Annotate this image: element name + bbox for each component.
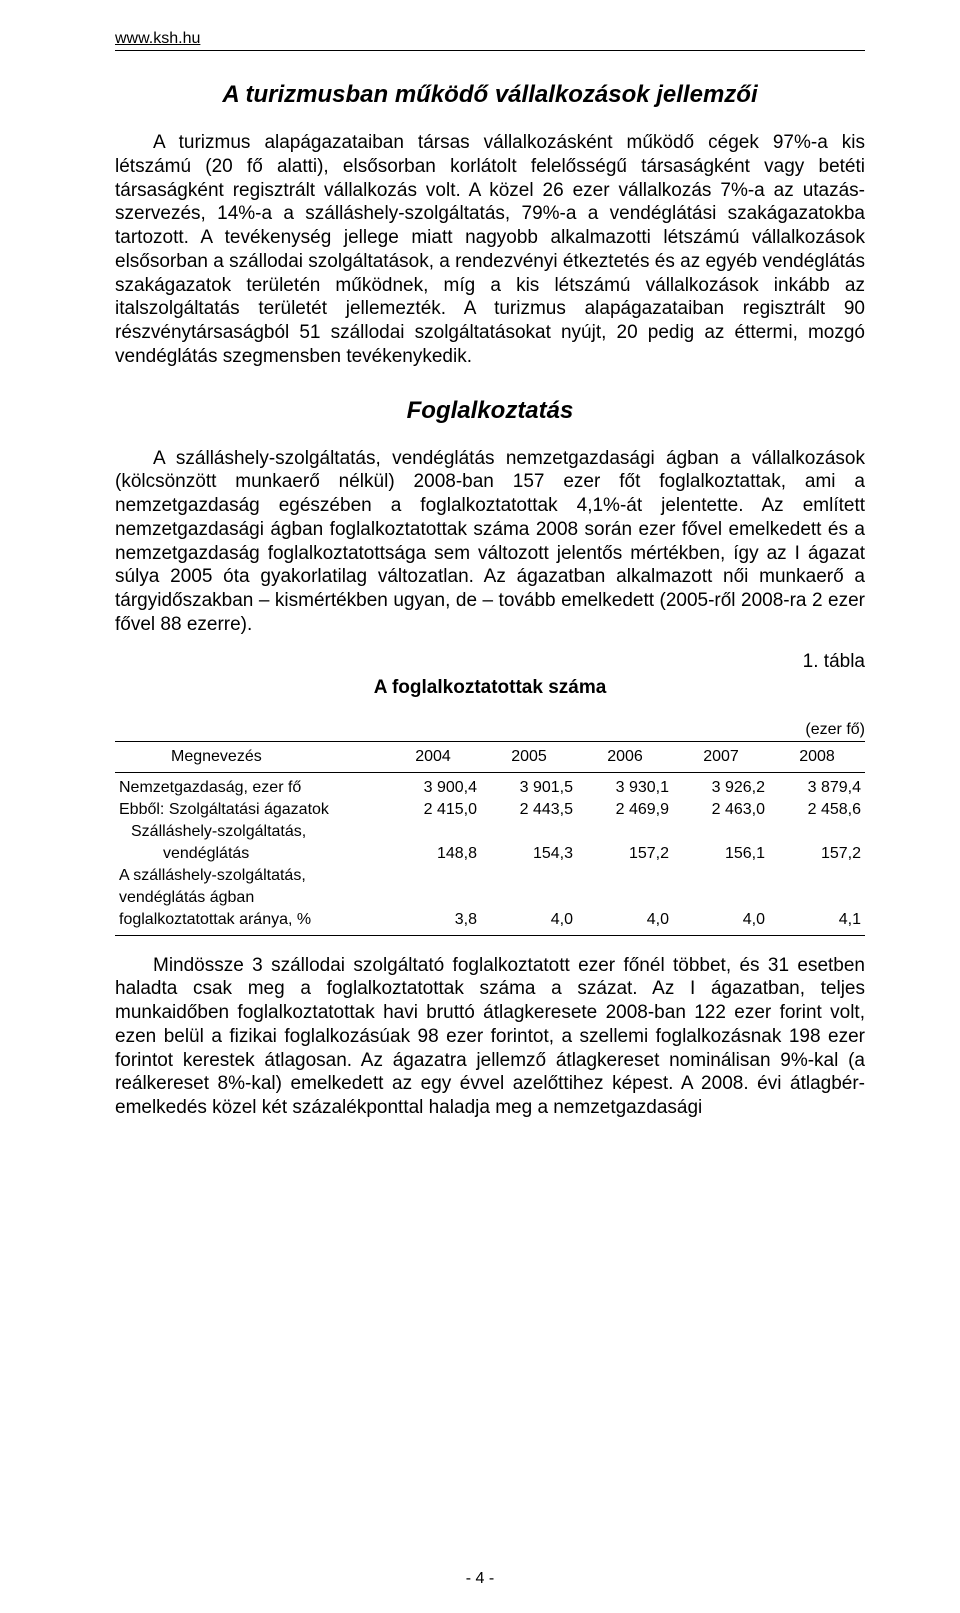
table-cell-value — [769, 821, 865, 843]
heading-employment: Foglalkoztatás — [115, 397, 865, 425]
paragraph-1: A turizmus alapágazataiban társas vállal… — [115, 131, 865, 369]
site-url: www.ksh.hu — [115, 30, 865, 51]
table-cell-value — [673, 887, 769, 909]
table-cell-value: 156,1 — [673, 843, 769, 865]
table-cell-value — [769, 887, 865, 909]
employment-table: Megnevezés20042005200620072008 Nemzetgaz… — [115, 741, 865, 936]
table-cell-value — [577, 887, 673, 909]
table-cell-value — [481, 887, 577, 909]
table-cell-value: 2 458,6 — [769, 799, 865, 821]
table-header-cell: 2008 — [769, 741, 865, 772]
table-cell-value: 3,8 — [385, 909, 481, 936]
table-cell-value — [673, 865, 769, 887]
heading-characteristics: A turizmusban működő vállalkozások jelle… — [115, 81, 865, 109]
paragraph-3: Mindössze 3 szállodai szolgáltató foglal… — [115, 954, 865, 1120]
table-cell-label: A szálláshely-szolgáltatás, — [115, 865, 385, 887]
table-row: Nemzetgazdaság, ezer fő3 900,43 901,53 9… — [115, 772, 865, 799]
table-number-label: 1. tábla — [115, 651, 865, 673]
table-cell-value — [385, 887, 481, 909]
table-header-row: Megnevezés20042005200620072008 — [115, 741, 865, 772]
table-cell-label: vendéglátás — [115, 843, 385, 865]
table-cell-label: vendéglátás ágban — [115, 887, 385, 909]
table-cell-value: 157,2 — [577, 843, 673, 865]
table-cell-value — [481, 865, 577, 887]
table-cell-value: 2 463,0 — [673, 799, 769, 821]
table-cell-value: 2 443,5 — [481, 799, 577, 821]
table-cell-label: Szálláshely-szolgáltatás, — [115, 821, 385, 843]
table-cell-value: 3 930,1 — [577, 772, 673, 799]
table-cell-value: 4,0 — [577, 909, 673, 936]
table-row: A szálláshely-szolgáltatás, — [115, 865, 865, 887]
table-cell-label: foglalkoztatottak aránya, % — [115, 909, 385, 936]
table-header-cell: 2007 — [673, 741, 769, 772]
paragraph-2: A szálláshely-szolgáltatás, vendéglátás … — [115, 447, 865, 637]
table-row: Ebből: Szolgáltatási ágazatok2 415,02 44… — [115, 799, 865, 821]
table-row: foglalkoztatottak aránya, %3,84,04,04,04… — [115, 909, 865, 936]
table-header-cell: 2004 — [385, 741, 481, 772]
page-number: - 4 - — [0, 1570, 960, 1588]
table-cell-value — [577, 865, 673, 887]
table-cell-value: 154,3 — [481, 843, 577, 865]
table-row: Szálláshely-szolgáltatás, — [115, 821, 865, 843]
table-body: Nemzetgazdaság, ezer fő3 900,43 901,53 9… — [115, 772, 865, 935]
table-cell-value — [673, 821, 769, 843]
table-cell-value: 4,0 — [673, 909, 769, 936]
table-cell-value — [481, 821, 577, 843]
table-row: vendéglátás148,8154,3157,2156,1157,2 — [115, 843, 865, 865]
table-cell-value — [577, 821, 673, 843]
table-cell-value: 148,8 — [385, 843, 481, 865]
table-title: A foglalkoztatottak száma — [115, 677, 865, 699]
table-cell-value: 3 901,5 — [481, 772, 577, 799]
table-cell-value: 157,2 — [769, 843, 865, 865]
table-cell-label: Ebből: Szolgáltatási ágazatok — [115, 799, 385, 821]
table-header-cell: 2005 — [481, 741, 577, 772]
table-cell-value: 3 900,4 — [385, 772, 481, 799]
table-cell-value — [385, 865, 481, 887]
table-header-cell: Megnevezés — [115, 741, 385, 772]
table-cell-value: 2 415,0 — [385, 799, 481, 821]
page-container: www.ksh.hu A turizmusban működő vállalko… — [0, 0, 960, 1613]
table-row: vendéglátás ágban — [115, 887, 865, 909]
table-cell-value — [385, 821, 481, 843]
table-cell-value: 4,1 — [769, 909, 865, 936]
table-cell-label: Nemzetgazdaság, ezer fő — [115, 772, 385, 799]
table-cell-value: 3 879,4 — [769, 772, 865, 799]
table-unit: (ezer fő) — [115, 721, 865, 739]
table-cell-value — [769, 865, 865, 887]
table-cell-value: 4,0 — [481, 909, 577, 936]
table-cell-value: 2 469,9 — [577, 799, 673, 821]
table-cell-value: 3 926,2 — [673, 772, 769, 799]
table-header-cell: 2006 — [577, 741, 673, 772]
